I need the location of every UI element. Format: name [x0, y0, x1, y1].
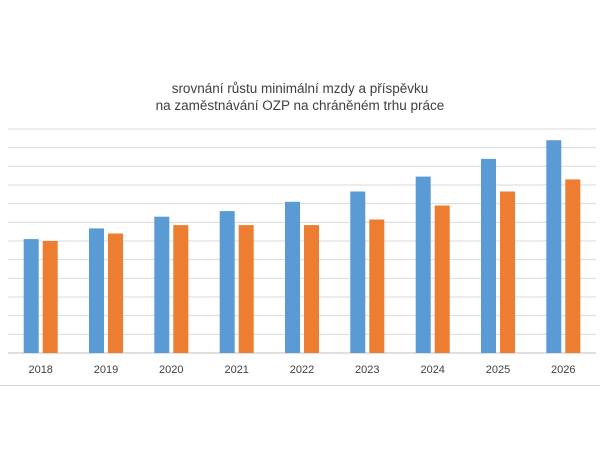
- x-tick-label-2026: 2026: [551, 364, 575, 376]
- bars: [23, 140, 581, 353]
- gridlines: [8, 128, 596, 354]
- bar-2026-series-1: [546, 140, 562, 353]
- x-tick-label-2022: 2022: [290, 364, 314, 376]
- bar-2021-series-1: [219, 211, 235, 353]
- x-tick-label-2023: 2023: [355, 364, 379, 376]
- bottom-divider: [0, 385, 600, 386]
- bar-2020-series-1: [154, 216, 170, 353]
- bar-2022-series-1: [285, 201, 300, 353]
- bar-2024-series-2: [434, 205, 450, 353]
- x-tick-label-2021: 2021: [224, 364, 248, 376]
- x-tick-label-2020: 2020: [159, 364, 183, 376]
- bar-2019-series-2: [108, 233, 123, 353]
- bar-2023-series-1: [350, 191, 366, 353]
- bar-2024-series-1: [415, 176, 431, 353]
- bar-2021-series-2: [238, 225, 254, 353]
- bar-2025-series-2: [500, 191, 515, 353]
- x-tick-labels: 2018 2019 2020 2021 2022 2023 2024 2025 2026: [28, 364, 575, 376]
- chart-title-line-2: na zaměstnávání OZP na chráněném trhu pr…: [155, 98, 445, 113]
- chart-title-line-1: srovnání růstu minimální mzdy a příspěvk…: [171, 81, 429, 96]
- bar-2020-series-2: [173, 225, 189, 353]
- bar-2023-series-2: [369, 219, 385, 353]
- x-tick-label-2024: 2024: [420, 364, 444, 376]
- bar-2025-series-1: [481, 158, 496, 353]
- bar-2019-series-1: [89, 228, 104, 353]
- bar-2018-series-1: [23, 239, 39, 353]
- x-tick-label-2018: 2018: [28, 364, 52, 376]
- x-tick-label-2019: 2019: [94, 364, 118, 376]
- chart-title: srovnání růstu minimální mzdy a příspěvk…: [0, 80, 600, 114]
- x-tick-label-2025: 2025: [486, 364, 510, 376]
- bar-2026-series-2: [565, 179, 581, 353]
- bar-2018-series-2: [42, 241, 58, 353]
- bar-2022-series-2: [304, 225, 319, 353]
